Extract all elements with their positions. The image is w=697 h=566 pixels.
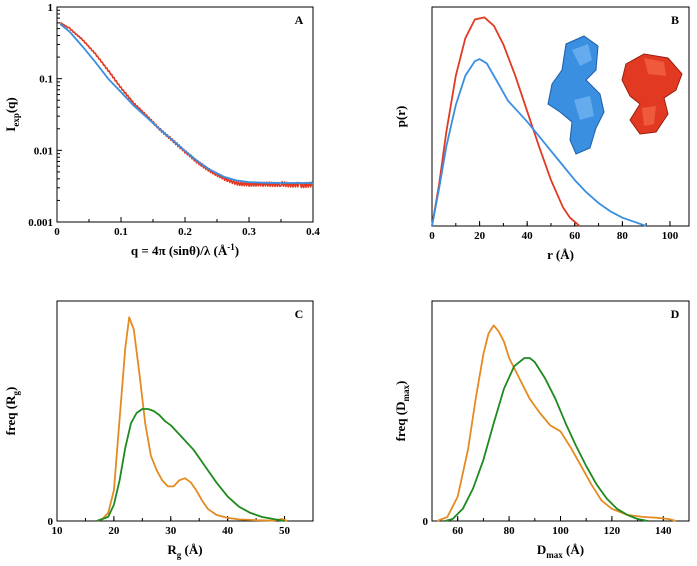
y-tick-label: 0.01 bbox=[34, 145, 53, 157]
x-tick-label: 100 bbox=[552, 525, 569, 537]
panel-D: 60 80 100 120 140 0 D Dmax (Å) freq (Dmax) bbox=[393, 300, 690, 560]
panel-letter: C bbox=[295, 307, 304, 321]
panel-C: 10 20 30 40 50 0 C Rg (Å) freq (Rg) bbox=[3, 300, 314, 560]
x-tick-label: 0.2 bbox=[178, 226, 192, 238]
x-axis-title: q = 4π (sinθ)/λ (Å-1) bbox=[131, 242, 239, 258]
y-axis-title: freq (Dmax) bbox=[393, 381, 411, 442]
blue-model-image bbox=[547, 35, 605, 155]
y-axis-title: p(r) bbox=[393, 106, 408, 128]
y-axis-title: Iexp(q) bbox=[3, 97, 21, 131]
y-tick-label: 0 bbox=[48, 516, 54, 528]
x-tick-label: 60 bbox=[569, 230, 581, 242]
panel-letter: A bbox=[295, 13, 304, 27]
x-tick-label: 0.3 bbox=[242, 226, 256, 238]
plot-frame bbox=[56, 6, 314, 223]
panel-letter: D bbox=[671, 307, 680, 321]
y-tick-label: 0 bbox=[423, 516, 429, 528]
x-tick-label: 30 bbox=[165, 525, 177, 537]
x-tick-label: 0.1 bbox=[114, 226, 128, 238]
y-tick-label: 1 bbox=[48, 2, 54, 14]
y-tick-label: 0.1 bbox=[39, 74, 53, 86]
x-tick-label: 40 bbox=[522, 230, 534, 242]
x-tick-label: 10 bbox=[52, 525, 64, 537]
series-line-green bbox=[444, 357, 649, 522]
series-line-green bbox=[96, 408, 285, 522]
series-line-red bbox=[431, 16, 581, 227]
x-tick-label: 0.4 bbox=[306, 226, 320, 238]
x-tick-label: 0 bbox=[54, 226, 60, 238]
plot-frame bbox=[56, 300, 314, 522]
x-tick-label: 120 bbox=[604, 525, 621, 537]
x-axis-title: Rg (Å) bbox=[167, 542, 202, 560]
panel-B: 0 20 40 60 80 100 Br (Å) p(r) bbox=[393, 6, 690, 262]
x-axis-title: Dmax (Å) bbox=[537, 542, 584, 560]
x-tick-label: 100 bbox=[662, 230, 679, 242]
series-line-orange bbox=[96, 316, 288, 522]
panel-letter: B bbox=[671, 13, 679, 27]
y-tick-label: 0.001 bbox=[28, 217, 53, 229]
series-line-blue bbox=[59, 23, 313, 184]
x-axis-title: r (Å) bbox=[547, 247, 574, 262]
x-tick-label: 20 bbox=[474, 230, 486, 242]
x-tick-label: 140 bbox=[655, 525, 672, 537]
series-line-blue bbox=[431, 58, 647, 227]
x-tick-label: 20 bbox=[108, 525, 120, 537]
series-line-red bbox=[60, 22, 314, 189]
plot-frame bbox=[431, 6, 690, 227]
y-axis-title: freq (Rg) bbox=[3, 387, 21, 436]
series-line-orange bbox=[436, 324, 677, 522]
x-tick-label: 80 bbox=[617, 230, 629, 242]
x-tick-label: 80 bbox=[504, 525, 516, 537]
x-tick-label: 0 bbox=[429, 230, 435, 242]
x-tick-label: 50 bbox=[279, 525, 291, 537]
x-tick-label: 60 bbox=[452, 525, 464, 537]
x-tick-label: 40 bbox=[222, 525, 234, 537]
red-model-image bbox=[621, 53, 683, 135]
panel-A: 0 0.1 0.2 0.3 0.4 0.001 0.01 0.1 1 Aq = 4π (sinθ)… bbox=[3, 2, 320, 258]
